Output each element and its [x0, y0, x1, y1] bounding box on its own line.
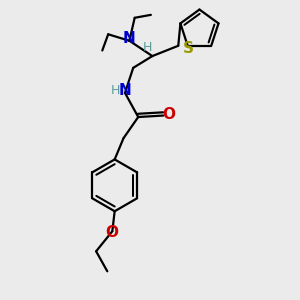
Text: S: S — [183, 41, 194, 56]
Text: N: N — [119, 83, 132, 98]
Text: O: O — [105, 225, 118, 240]
Text: H: H — [111, 84, 120, 97]
Text: H: H — [142, 41, 152, 54]
Text: N: N — [122, 31, 135, 46]
Text: O: O — [162, 107, 175, 122]
